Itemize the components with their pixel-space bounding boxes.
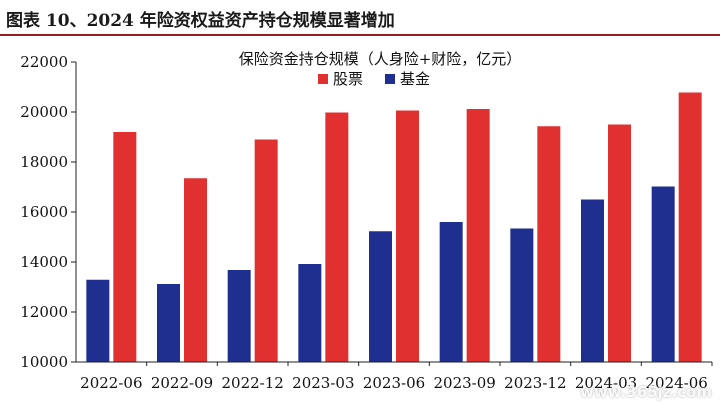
x-tick-label: 2023-09 [433,374,495,392]
x-tick-label: 2022-06 [80,374,142,392]
fund-bar [157,284,180,362]
x-tick-label: 2022-09 [151,374,213,392]
stock-bar [466,109,490,362]
fund-bar [581,199,604,362]
legend-stock-swatch [318,74,328,84]
y-tick-label: 10000 [20,353,68,371]
y-tick-label: 18000 [20,153,68,171]
watermark: www.365jz.com [579,383,712,401]
fund-bar [510,228,534,362]
stock-bar [678,92,702,362]
legend-fund-swatch [385,74,395,84]
y-tick-label: 14000 [20,253,68,271]
stock-bar [254,139,278,362]
x-axis: 2022-06 2022-09 2022-12 2023-03 2023-06 2023-… [76,361,713,392]
stock-bar [537,126,561,362]
fund-bar [651,186,675,362]
y-tick-label: 22000 [20,53,68,71]
y-tick-label: 12000 [20,303,68,321]
legend-stock-label: 股票 [333,70,363,88]
stock-bar [325,112,349,362]
x-tick-label: 2022-12 [221,374,283,392]
stock-bar [396,110,419,362]
x-tick-label: 2024-06 [645,374,707,392]
fund-bar [439,222,463,362]
stock-bar [113,132,137,362]
fund-bar [369,231,392,362]
bar-chart: 10000 12000 14000 16000 18000 20000 22000 2022… [20,50,713,392]
bars [86,92,702,362]
chart-title: 保险资金持仓规模（人身险+财险，亿元） [239,50,522,68]
x-tick-label: 2023-06 [363,374,425,392]
y-tick-label: 16000 [20,203,68,221]
y-axis: 10000 12000 14000 16000 18000 20000 22000 [20,53,77,371]
figure-header: 图表 10、2024 年险资权益资产持仓规模显著增加 [0,0,720,36]
fund-bar [227,270,251,362]
fund-bar [298,264,322,362]
stock-bar [184,178,207,362]
y-tick-label: 20000 [20,103,68,121]
x-tick-label: 2024-03 [575,374,637,392]
x-tick-label: 2023-03 [292,374,354,392]
figure-caption: 图表 10、2024 年险资权益资产持仓规模显著增加 [6,11,395,31]
stock-bar [608,124,631,362]
legend: 股票 基金 [318,70,430,88]
fund-bar [86,279,110,362]
legend-fund-label: 基金 [400,70,430,88]
x-tick-label: 2023-12 [504,374,566,392]
